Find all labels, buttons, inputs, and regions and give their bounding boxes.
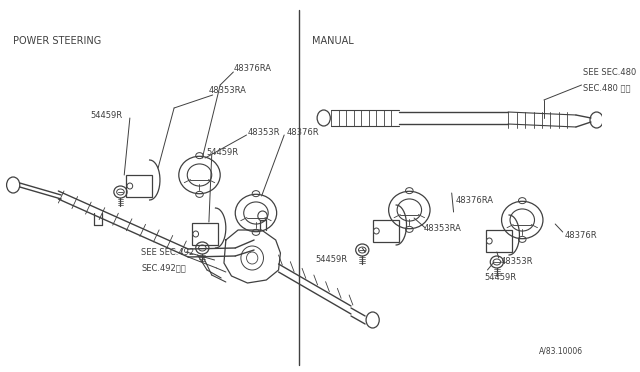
Text: 48353RA: 48353RA — [209, 86, 247, 94]
FancyBboxPatch shape — [192, 223, 218, 245]
Ellipse shape — [127, 183, 132, 189]
Text: 54459R: 54459R — [90, 110, 122, 119]
FancyBboxPatch shape — [486, 230, 512, 252]
Text: 54459R: 54459R — [206, 148, 238, 157]
Text: POWER STEERING: POWER STEERING — [13, 36, 101, 46]
Ellipse shape — [486, 238, 492, 244]
Text: 54459R: 54459R — [316, 256, 348, 264]
Ellipse shape — [193, 231, 198, 237]
Text: 48376RA: 48376RA — [456, 196, 493, 205]
Ellipse shape — [374, 228, 380, 234]
Text: 48353RA: 48353RA — [424, 224, 461, 232]
Text: SEE SEC.480: SEE SEC.480 — [584, 67, 637, 77]
Text: 48353R: 48353R — [248, 128, 280, 137]
Text: 48376RA: 48376RA — [234, 64, 271, 73]
Text: MANUAL: MANUAL — [312, 36, 354, 46]
Text: SEE SEC.492: SEE SEC.492 — [141, 247, 195, 257]
Text: A/83.10006: A/83.10006 — [540, 347, 584, 356]
Text: SEC.492参照: SEC.492参照 — [141, 263, 186, 273]
Text: 48353R: 48353R — [500, 257, 533, 266]
FancyBboxPatch shape — [126, 175, 152, 197]
Text: 48376R: 48376R — [287, 128, 319, 137]
Text: 54459R: 54459R — [484, 273, 516, 282]
Text: 48376R: 48376R — [564, 231, 597, 240]
FancyBboxPatch shape — [372, 220, 399, 242]
Text: SEC.480 参照: SEC.480 参照 — [584, 83, 631, 93]
